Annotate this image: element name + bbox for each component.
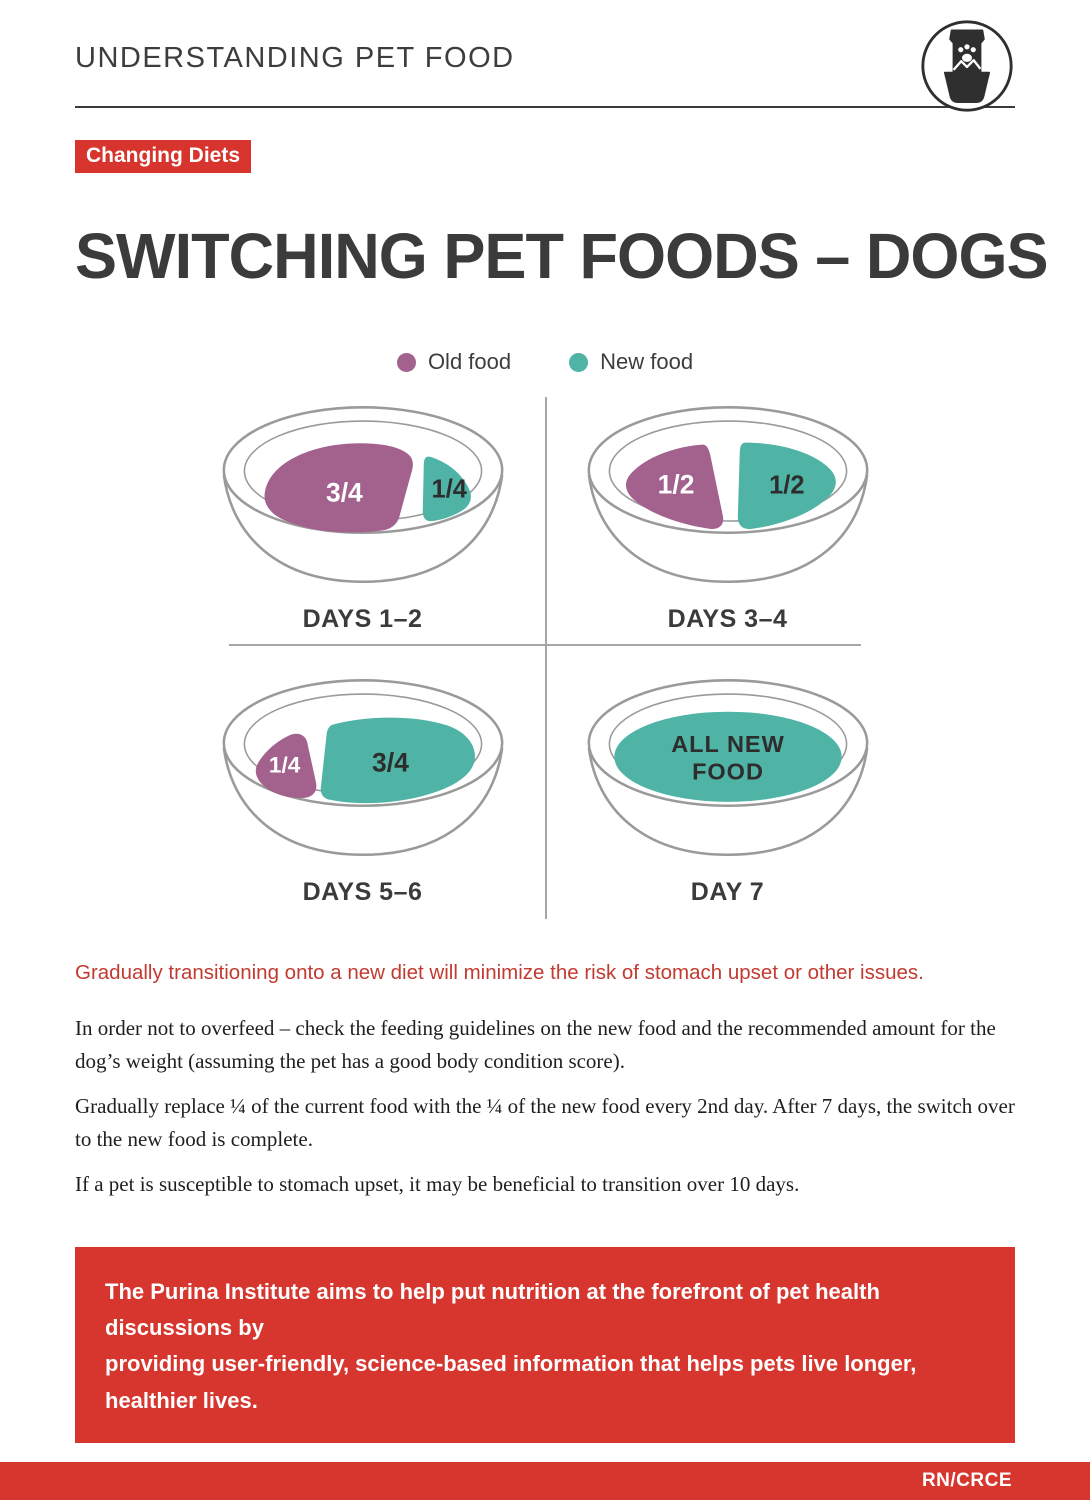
- legend-label-old: Old food: [427, 349, 512, 374]
- fraction-old-days-5-6: 1/4: [268, 752, 300, 777]
- legend-label-new: New food: [600, 349, 694, 374]
- bowl-cell-days-1-2: 3/4 1/4 DAYS 1–2: [180, 401, 545, 634]
- bowl-cell-days-5-6: 1/4 3/4 DAYS 5–6: [180, 674, 545, 907]
- bowl-cell-day-7: ALL NEW FOOD DAY 7: [545, 674, 910, 907]
- grid-horizontal-divider: [229, 644, 861, 646]
- bowl-illustration-days-1-2: 3/4 1/4: [222, 406, 503, 584]
- paragraph-overfeed: In order not to overfeed – check the fee…: [75, 1016, 996, 1073]
- bowl-label-days-1-2: DAYS 1–2: [302, 605, 423, 633]
- grid-row-2: 1/4 3/4 DAYS 5–6 ALL NEW FOOD DAY 7: [180, 674, 910, 907]
- section-badge: Changing Diets: [75, 140, 252, 173]
- bowl-illustration-days-3-4: 1/2 1/2: [587, 406, 868, 584]
- legend: Old food New food: [0, 349, 1090, 375]
- footer-code: RN/CRCE: [921, 1470, 1012, 1491]
- purina-institute-banner: The Purina Institute aims to help put nu…: [75, 1246, 1015, 1443]
- highlight-sentence: Gradually transitioning onto a new diet …: [75, 961, 924, 984]
- bowl-grid: 3/4 1/4 DAYS 1–2 1/2 1/2 DAYS 3–4: [180, 397, 910, 919]
- bowl-illustration-days-5-6: 1/4 3/4: [222, 679, 503, 857]
- paragraph-replace: Gradually replace ¼ of the current food …: [75, 1094, 1015, 1151]
- header-rule: [75, 106, 1015, 108]
- old-food-dot-icon: [396, 352, 416, 372]
- bowl-label-days-5-6: DAYS 5–6: [302, 878, 423, 906]
- page-title: SWITCHING PET FOODS – DOGS: [75, 220, 1049, 292]
- bowl-label-day-7: DAY 7: [690, 878, 765, 906]
- grid-vertical-divider: [545, 397, 547, 919]
- new-food-dot-icon: [569, 352, 589, 372]
- pet-food-bag-bowl-icon: [921, 20, 1013, 112]
- paragraph-susceptible: If a pet is susceptible to stomach upset…: [75, 1172, 800, 1197]
- bowl-illustration-day-7: ALL NEW FOOD: [587, 679, 868, 857]
- banner-line-1: The Purina Institute aims to help put nu…: [105, 1278, 880, 1341]
- page-header-title: UNDERSTANDING PET FOOD: [75, 42, 515, 74]
- fraction-new-days-5-6: 3/4: [372, 747, 409, 777]
- fraction-new-days-3-4: 1/2: [769, 472, 804, 500]
- bowl-cell-days-3-4: 1/2 1/2 DAYS 3–4: [545, 401, 910, 634]
- bowl-label-days-3-4: DAYS 3–4: [667, 605, 788, 633]
- footer-bar: RN/CRCE: [0, 1462, 1090, 1500]
- fraction-new-days-1-2: 1/4: [431, 475, 467, 503]
- all-new-food-line1: ALL NEW: [671, 731, 785, 757]
- legend-item-new-food: New food: [569, 349, 693, 375]
- fraction-old-days-1-2: 3/4: [325, 477, 362, 507]
- fraction-old-days-3-4: 1/2: [657, 470, 694, 500]
- all-new-food-line2: FOOD: [692, 758, 764, 784]
- legend-item-old-food: Old food: [396, 349, 512, 375]
- header: UNDERSTANDING PET FOOD: [0, 0, 1090, 112]
- grid-row-1: 3/4 1/4 DAYS 1–2 1/2 1/2 DAYS 3–4: [180, 401, 910, 634]
- banner-line-2: providing user-friendly, science-based i…: [105, 1351, 917, 1413]
